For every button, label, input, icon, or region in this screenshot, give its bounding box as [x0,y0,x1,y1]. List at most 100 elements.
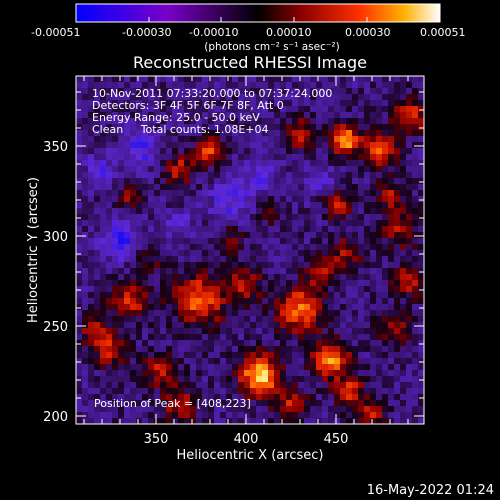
heatmap-cell [358,136,365,143]
heatmap-cell [412,184,419,191]
heatmap-cell [76,310,83,317]
heatmap-cell [82,292,89,299]
heatmap-cell [382,316,389,323]
heatmap-cell [358,382,365,389]
heatmap-cell [280,340,287,347]
heatmap-cell [100,154,107,161]
heatmap-cell [94,370,101,377]
heatmap-cell [154,106,161,113]
heatmap-cell [280,412,287,419]
heatmap-cell [364,262,371,269]
heatmap-cell [244,250,251,257]
heatmap-cell [364,376,371,383]
heatmap-cell [256,76,263,83]
heatmap-cell [88,400,95,407]
heatmap-cell [148,184,155,191]
heatmap-cell [190,178,197,185]
heatmap-cell [130,148,137,155]
heatmap-cell [148,364,155,371]
heatmap-cell [352,382,359,389]
heatmap-cell [274,202,281,209]
heatmap-cell [292,220,299,227]
heatmap-cell [202,112,209,119]
heatmap-cell [244,166,251,173]
heatmap-cell [184,238,191,245]
heatmap-cell [160,340,167,347]
heatmap-cell [202,208,209,215]
heatmap-cell [316,388,323,395]
heatmap-cell [94,244,101,251]
heatmap-cell [208,244,215,251]
heatmap-cell [184,214,191,221]
heatmap-cell [124,190,131,197]
heatmap-cell [262,124,269,131]
heatmap-cell [226,382,233,389]
heatmap-cell [364,124,371,131]
heatmap-cell [286,250,293,257]
heatmap-cell [388,226,395,233]
heatmap-cell [142,292,149,299]
heatmap-cell [190,154,197,161]
heatmap-cell [208,190,215,197]
heatmap-cell [238,382,245,389]
heatmap-cell [310,298,317,305]
heatmap-cell [358,328,365,335]
heatmap-cell [298,394,305,401]
heatmap-cell [76,94,83,101]
heatmap-cell [292,196,299,203]
heatmap-cell [184,364,191,371]
heatmap-cell [310,100,317,107]
heatmap-cell [220,130,227,137]
heatmap-cell [88,232,95,239]
heatmap-cell [262,382,269,389]
heatmap-cell [160,412,167,419]
heatmap-cell [370,346,377,353]
heatmap-cell [220,268,227,275]
heatmap-cell [268,346,275,353]
heatmap-cell [364,232,371,239]
heatmap-cell [196,280,203,287]
heatmap-cell [154,244,161,251]
heatmap-cell [196,418,203,424]
heatmap-cell [226,388,233,395]
heatmap-cell [226,208,233,215]
heatmap-cell [352,316,359,323]
heatmap-cell [304,334,311,341]
heatmap-cell [196,364,203,371]
heatmap-cell [154,76,161,83]
heatmap-cell [94,166,101,173]
heatmap-cell [88,250,95,257]
heatmap-cell [154,130,161,137]
heatmap-cell [322,298,329,305]
heatmap-cell [358,388,365,395]
heatmap-cell [274,106,281,113]
heatmap-cell [334,76,341,83]
heatmap-cell [100,376,107,383]
heatmap-cell [196,352,203,359]
heatmap-cell [310,88,317,95]
heatmap-cell [178,172,185,179]
heatmap-cell [400,256,407,263]
heatmap-cell [376,106,383,113]
heatmap-cell [364,304,371,311]
heatmap-cell [142,190,149,197]
heatmap-cell [118,202,125,209]
heatmap-cell [202,406,209,413]
heatmap-cell [226,130,233,137]
heatmap-cell [310,274,317,281]
heatmap-cell [226,262,233,269]
heatmap-cell [106,184,113,191]
heatmap-cell [304,274,311,281]
heatmap-cell [238,298,245,305]
heatmap-cell [226,418,233,424]
heatmap-cell [148,274,155,281]
heatmap-cell [166,232,173,239]
heatmap-cell [232,190,239,197]
heatmap-cell [172,160,179,167]
heatmap-cell [364,172,371,179]
heatmap-cell [118,268,125,275]
heatmap-cell [250,400,257,407]
heatmap-cell [400,382,407,389]
heatmap-cell [388,376,395,383]
heatmap-cell [394,352,401,359]
